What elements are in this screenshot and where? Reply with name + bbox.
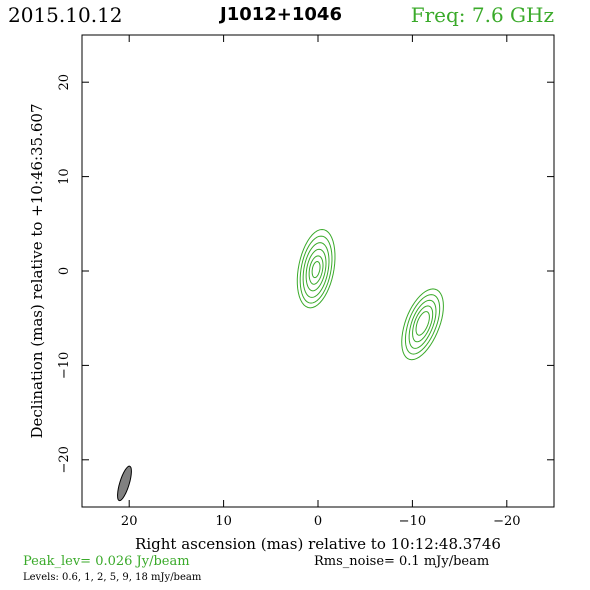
contour-level xyxy=(404,294,441,355)
contour-level xyxy=(408,299,437,349)
y-tick-label: −10 xyxy=(57,352,72,379)
contour-level xyxy=(415,311,430,336)
peak-level: Peak_lev= 0.026 Jy/beam xyxy=(23,554,190,569)
x-axis-label: Right ascension (mas) relative to 10:12:… xyxy=(135,535,501,553)
x-tick-labels: 20 10 0 −10 −20 xyxy=(121,514,521,529)
contour-level xyxy=(299,235,333,304)
contour-level xyxy=(401,288,444,361)
x-tick-label: 10 xyxy=(215,514,232,529)
x-tick-label: −20 xyxy=(493,514,520,529)
y-tick-label: 20 xyxy=(57,74,72,91)
contour-level xyxy=(311,261,321,279)
plot-frame xyxy=(81,34,555,508)
x-tick-label: 20 xyxy=(121,514,138,529)
y-axis-label: Declination (mas) relative to +10:46:35.… xyxy=(28,103,46,438)
y-tick-labels: 20 10 0 −10 −20 xyxy=(57,74,72,474)
y-tick-label: −20 xyxy=(57,446,72,473)
beam-ellipse xyxy=(117,465,132,502)
contour-levels: Levels: 0.6, 1, 2, 5, 9, 18 mJy/beam xyxy=(23,572,202,583)
contour-level xyxy=(412,305,434,343)
contour-level xyxy=(308,255,324,285)
header-source: J1012+1046 xyxy=(220,4,342,25)
contour-level xyxy=(305,248,327,292)
x-tick-label: −10 xyxy=(399,514,426,529)
contour-level xyxy=(296,228,336,309)
axis-ticks xyxy=(82,35,554,507)
header-frequency: Freq: 7.6 GHz xyxy=(410,3,554,27)
y-tick-label: 0 xyxy=(57,267,72,275)
beam-shape xyxy=(117,465,132,502)
rms-noise: Rms_noise= 0.1 mJy/beam xyxy=(314,554,490,569)
y-tick-label: 10 xyxy=(57,168,72,185)
contour-level xyxy=(302,242,330,298)
contour-lines xyxy=(296,228,444,361)
header-date: 2015.10.12 xyxy=(8,3,123,27)
x-tick-label: 0 xyxy=(314,514,322,529)
